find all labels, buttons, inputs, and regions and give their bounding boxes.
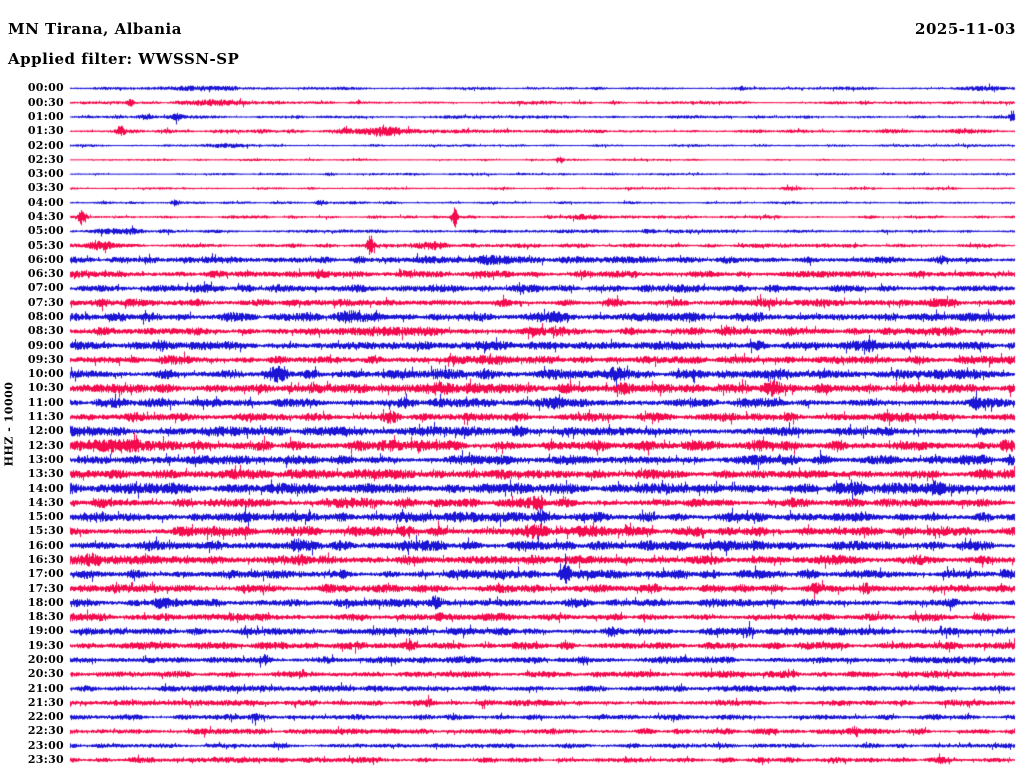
date-label: 2025-11-03 — [915, 20, 1016, 38]
time-label: 20:00 — [27, 653, 64, 666]
time-label: 03:30 — [27, 181, 64, 195]
time-label: 05:30 — [27, 238, 64, 252]
time-label: 00:00 — [27, 81, 64, 95]
time-label: 20:30 — [27, 667, 64, 681]
time-label: 21:30 — [27, 695, 64, 709]
time-label: 15:30 — [27, 524, 64, 538]
time-label: 23:00 — [27, 738, 64, 752]
time-label: 13:00 — [27, 452, 64, 466]
time-label: 02:00 — [27, 138, 64, 152]
time-label: 09:00 — [27, 338, 64, 352]
time-label: 01:30 — [27, 124, 64, 138]
time-label: 22:00 — [27, 710, 64, 724]
time-label: 18:30 — [27, 610, 64, 624]
time-label: 00:30 — [27, 95, 64, 109]
time-label: 15:00 — [27, 510, 64, 524]
time-label: 07:00 — [27, 281, 64, 295]
time-label: 06:00 — [27, 252, 64, 266]
time-label: 04:30 — [27, 210, 64, 223]
time-label: 09:30 — [27, 352, 64, 366]
time-label: 12:30 — [27, 438, 64, 452]
time-label: 12:00 — [27, 424, 64, 438]
time-label: 17:00 — [27, 567, 64, 581]
time-label: 10:30 — [27, 381, 64, 395]
time-label: 21:00 — [27, 681, 64, 695]
time-label: 08:30 — [27, 324, 64, 338]
time-label: 11:30 — [27, 410, 64, 424]
filter-label: Applied filter: WWSSN-SP — [8, 50, 240, 68]
time-label: 16:00 — [27, 538, 64, 552]
station-title: MN Tirana, Albania — [8, 20, 182, 38]
time-label: 22:30 — [27, 724, 64, 738]
time-label: 19:00 — [27, 624, 64, 638]
time-label: 14:00 — [27, 481, 64, 495]
time-label: 13:30 — [27, 467, 64, 481]
time-label: 04:00 — [27, 195, 64, 209]
time-label: 01:00 — [27, 109, 64, 123]
time-label: 16:30 — [27, 552, 64, 566]
time-label: 18:00 — [27, 595, 64, 609]
time-label: 11:00 — [27, 395, 64, 409]
time-label: 07:30 — [27, 295, 64, 309]
time-label: 06:30 — [27, 267, 64, 281]
time-label: 14:30 — [27, 495, 64, 509]
time-label: 23:30 — [27, 753, 64, 767]
time-label: 17:30 — [27, 581, 64, 595]
time-label: 03:00 — [27, 167, 64, 181]
time-label: 19:30 — [27, 638, 64, 652]
time-label: 02:30 — [27, 152, 64, 166]
time-label: 05:00 — [27, 224, 64, 238]
time-label: 08:00 — [27, 310, 64, 324]
time-label: 10:00 — [27, 367, 64, 381]
